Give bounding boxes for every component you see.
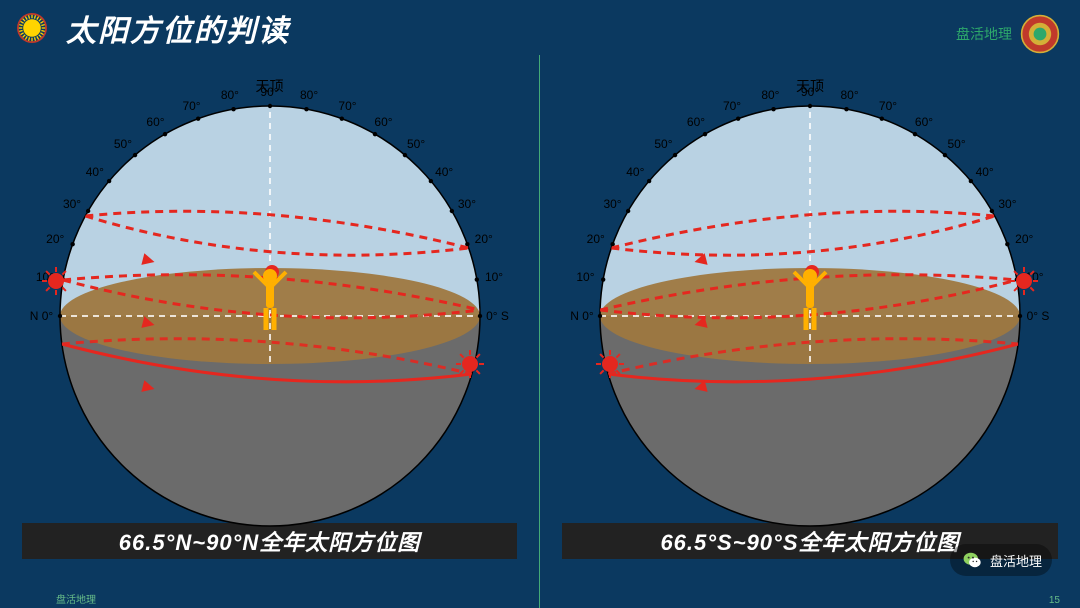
slide-title: 太阳方位的判读 (66, 6, 290, 50)
brand-logo-icon (1020, 14, 1060, 54)
slide-header: 太阳方位的判读 盘活地理 (0, 0, 1080, 55)
footer-brand: 盘活地理 (56, 591, 96, 606)
left-panel: 0° SN 0°10°10°20°20°30°30°40°40°50°50°60… (0, 55, 540, 608)
wechat-icon (960, 548, 984, 572)
right-panel: 0° SN 0°10°10°20°20°30°30°40°40°50°50°60… (540, 55, 1080, 608)
page-number: 15 (1049, 595, 1060, 606)
right-sphere: 0° SN 0°10°10°20°20°30°30°40°40°50°50°60… (560, 61, 1060, 521)
left-sphere: 0° SN 0°10°10°20°20°30°30°40°40°50°50°60… (20, 61, 520, 521)
content-row: 0° SN 0°10°10°20°20°30°30°40°40°50°50°60… (0, 55, 1080, 608)
brand-text: 盘活地理 (956, 24, 1012, 44)
slide: 太阳方位的判读 盘活地理 0° SN 0°10°10°20°20°30°30°4… (0, 0, 1080, 608)
brand-area: 盘活地理 (956, 14, 1060, 54)
sun-icon (10, 6, 54, 50)
watermark-text: 盘活地理 (990, 551, 1042, 570)
wechat-watermark: 盘活地理 (950, 544, 1052, 576)
